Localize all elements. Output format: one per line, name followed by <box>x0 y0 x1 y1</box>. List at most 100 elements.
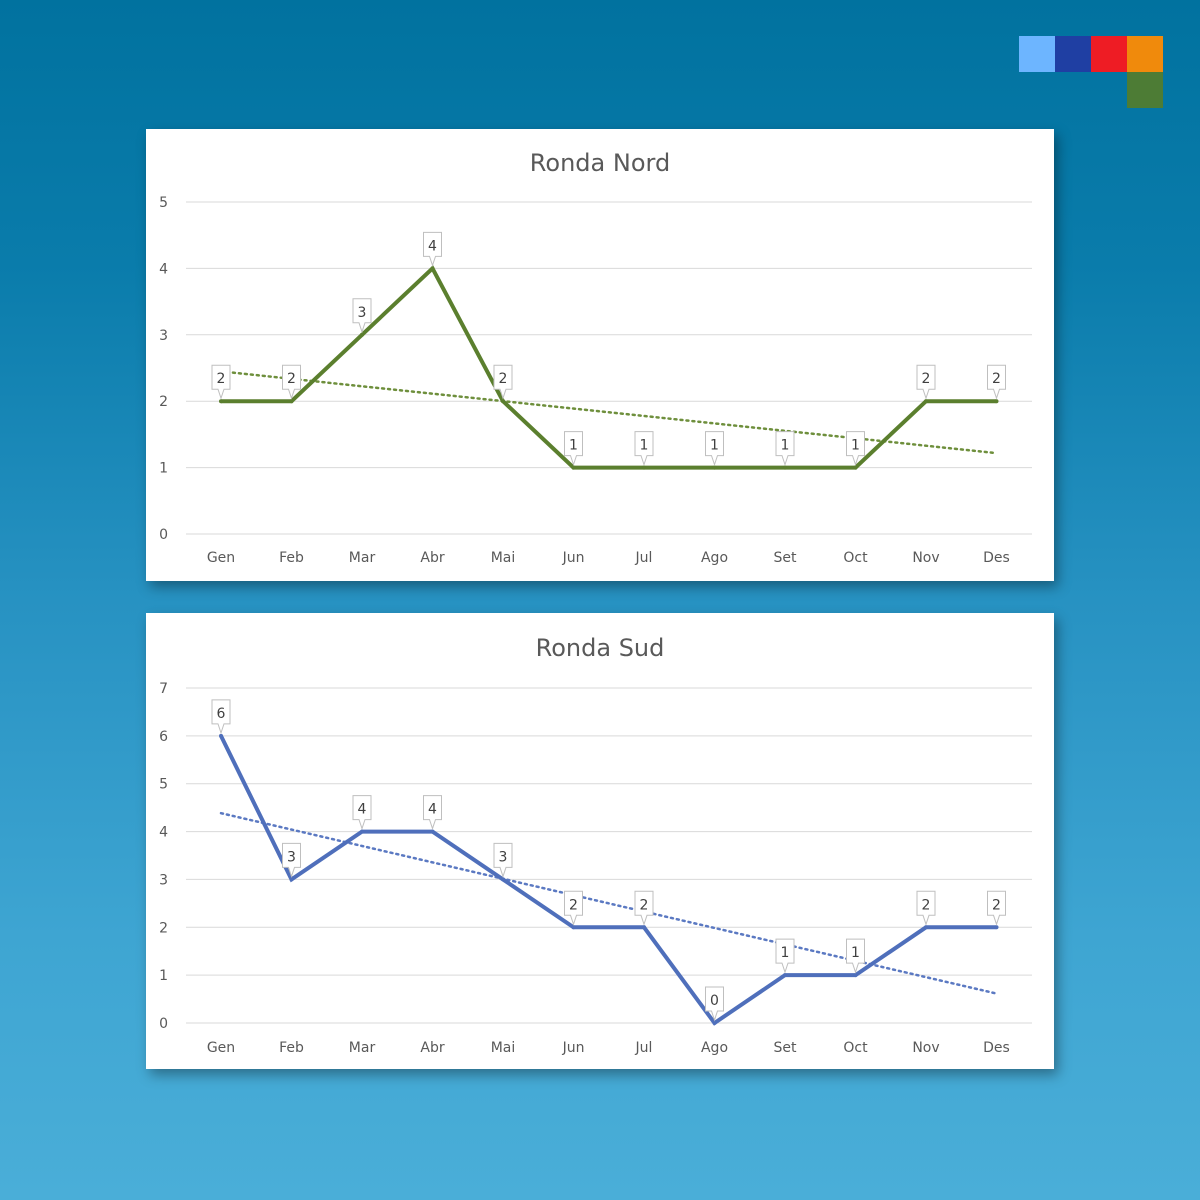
data-label-callout <box>634 890 654 926</box>
data-point <box>289 399 294 404</box>
x-tick-label: Des <box>983 1040 1010 1056</box>
data-point <box>853 465 858 470</box>
data-label: 1 <box>569 438 578 454</box>
data-point <box>783 465 787 470</box>
y-tick-label: 0 <box>159 1016 168 1032</box>
x-tick-label: Set <box>774 1040 798 1056</box>
trendline <box>219 370 998 455</box>
series-line <box>221 265 997 470</box>
data-label-callout <box>493 842 513 879</box>
x-tick-label: Jul <box>635 1040 653 1056</box>
x-tick-label: Mai <box>491 550 516 566</box>
y-tick-label: 1 <box>159 968 168 984</box>
data-label: 6 <box>217 706 226 722</box>
chart-title: Ronda Nord <box>529 149 671 177</box>
data-label-callout <box>705 986 724 1022</box>
data-label: 3 <box>358 305 367 321</box>
data-point <box>924 399 928 404</box>
logo-square-green <box>1127 72 1163 108</box>
data-point <box>994 399 999 404</box>
data-point <box>994 925 999 930</box>
x-tick-label: Oct <box>843 550 868 566</box>
data-label-callout <box>282 842 301 879</box>
y-tick-label: 4 <box>159 825 168 841</box>
data-label: 4 <box>428 802 437 818</box>
data-label-callout <box>916 890 936 926</box>
y-tick-label: 2 <box>159 394 168 410</box>
data-label: 2 <box>640 897 649 913</box>
x-tick-label: Abr <box>420 550 444 566</box>
y-tick-label: 4 <box>159 261 168 277</box>
line-chart-ronda-nord: 0 1 2 3 4 5 Gen Feb Mar Abr Mai Jun Jul Ago Set Oct Nov D… <box>159 195 1032 566</box>
data-point <box>219 399 223 404</box>
data-label: 2 <box>992 371 1001 387</box>
data-point <box>853 973 858 978</box>
data-label-callout <box>211 364 231 400</box>
line-chart-ronda-sud: 0 1 2 3 4 5 6 7 Gen Feb Mar Abr Mai Jun Jul Ago Set Oct No… <box>159 681 1032 1056</box>
x-tick-label: Feb <box>279 1040 304 1056</box>
y-tick-label: 5 <box>159 195 168 211</box>
data-label-callout <box>705 431 724 467</box>
x-tick-label: Jun <box>562 1040 585 1056</box>
data-point <box>501 877 505 882</box>
y-tick-label: 7 <box>159 681 168 697</box>
data-label-callout <box>564 431 583 467</box>
y-tick-label: 6 <box>159 729 168 745</box>
data-label-callout <box>634 431 654 467</box>
data-label: 2 <box>992 897 1001 913</box>
x-tick-label: Set <box>774 550 798 566</box>
x-tick-label: Abr <box>420 1040 444 1056</box>
data-label: 2 <box>499 371 508 387</box>
data-label: 4 <box>358 802 367 818</box>
data-label-callout <box>564 890 583 926</box>
x-tick-label: Nov <box>912 550 939 566</box>
y-tick-label: 3 <box>159 872 168 888</box>
data-label: 1 <box>710 438 719 454</box>
data-label-callout <box>423 795 442 831</box>
data-label-callout <box>352 795 372 831</box>
series-line <box>219 734 997 1026</box>
data-label: 1 <box>781 438 790 454</box>
data-point <box>501 399 505 404</box>
data-label: 2 <box>217 371 226 387</box>
x-tick-label: Des <box>983 550 1010 566</box>
logo-square-light-blue <box>1019 36 1055 72</box>
data-point <box>219 733 223 738</box>
data-label-callout <box>352 298 372 334</box>
x-tick-label: Mai <box>491 1040 516 1056</box>
data-point <box>712 1021 717 1025</box>
data-label-callout <box>846 431 865 467</box>
data-label-callout <box>493 364 513 400</box>
data-point <box>360 829 364 834</box>
y-tick-label: 3 <box>159 328 168 344</box>
brand-squares-logo <box>1019 36 1164 109</box>
data-point <box>571 465 576 470</box>
data-label: 4 <box>428 238 437 254</box>
logo-square-dark-blue <box>1055 36 1091 72</box>
data-label-callout <box>775 431 795 467</box>
data-label-callout <box>775 938 795 974</box>
data-label-callout <box>846 938 865 974</box>
x-tick-label: Jun <box>562 550 585 566</box>
logo-square-orange <box>1127 36 1163 72</box>
chart-panel-ronda-nord: Ronda Nord 0 1 2 3 4 5 Gen Feb Mar Abr Mai Jun Jul Ag… <box>146 129 1054 581</box>
data-label-callout <box>916 364 936 400</box>
x-tick-label: Nov <box>912 1040 939 1056</box>
x-tick-label: Gen <box>207 550 235 566</box>
x-tick-label: Ago <box>701 1040 728 1056</box>
data-point <box>642 465 646 470</box>
data-label-callout <box>211 699 231 735</box>
data-point <box>571 925 576 930</box>
data-point <box>712 465 717 470</box>
data-label: 1 <box>851 438 860 454</box>
y-tick-label: 5 <box>159 777 168 793</box>
x-tick-label: Mar <box>349 1040 376 1056</box>
data-point <box>430 266 435 271</box>
chart-panel-ronda-sud: Ronda Sud 0 1 2 3 4 5 6 7 Gen Feb Mar Abr Mai Jun Jul A… <box>146 613 1054 1069</box>
data-label-callout <box>282 364 301 400</box>
data-label: 1 <box>781 945 790 961</box>
data-label: 1 <box>851 945 860 961</box>
chart-title: Ronda Sud <box>535 634 665 662</box>
logo-square-red <box>1091 36 1127 72</box>
data-label: 0 <box>710 993 719 1009</box>
